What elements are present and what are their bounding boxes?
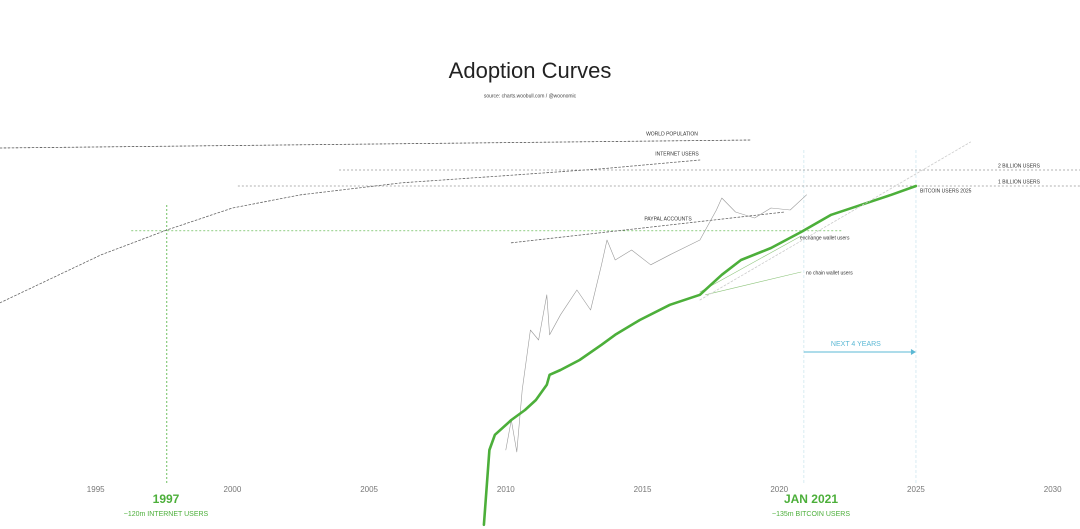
series-line: [0, 139, 753, 149]
chart-title: Adoption Curves: [449, 58, 612, 83]
annotation-text: ~120m INTERNET USERS: [124, 511, 209, 518]
x-tick-label: 2000: [224, 485, 242, 494]
series-label: no chain wallet users: [806, 270, 853, 276]
reference-label: 1 BILLION USERS: [998, 179, 1041, 185]
series-line: [705, 271, 802, 296]
x-tick-label: 2010: [497, 485, 515, 494]
series-line: [0, 159, 701, 304]
series-label: BITCOIN USERS 2025: [920, 188, 972, 194]
x-tick-label: 2020: [770, 485, 788, 494]
series-label: INTERNET USERS: [655, 151, 699, 157]
x-tick-label: 2015: [634, 485, 652, 494]
span-label: NEXT 4 YEARS: [831, 341, 881, 348]
reference-label: 2 BILLION USERS: [998, 163, 1041, 169]
chart-subtitle: source: charts.woobull.com / @woonomic: [484, 93, 577, 99]
series-line: [505, 194, 807, 453]
series-label: WORLD POPULATION: [646, 131, 698, 137]
annotation-title: JAN 2021: [784, 492, 838, 506]
series-line: [510, 211, 786, 244]
x-tick-label: 2030: [1044, 485, 1062, 494]
series-line: [482, 184, 918, 527]
arrow-head: [910, 349, 916, 355]
x-tick-label: 2005: [360, 485, 378, 494]
series-line: [699, 141, 971, 301]
x-tick-label: 1995: [87, 485, 105, 494]
series-label: PAYPAL ACCOUNTS: [644, 216, 692, 222]
x-tick-label: 2025: [907, 485, 925, 494]
annotation-title: 1997: [153, 492, 180, 506]
series-line: [699, 235, 802, 293]
annotation-text: ~135m BITCOIN USERS: [772, 511, 850, 518]
series-label: exchange wallet users: [800, 235, 850, 241]
